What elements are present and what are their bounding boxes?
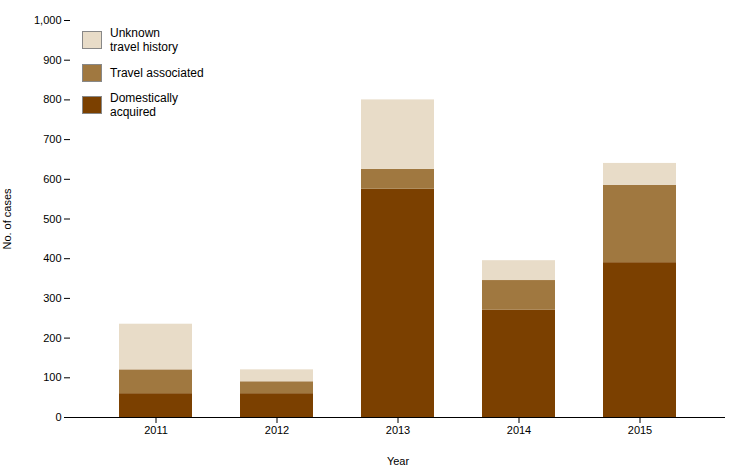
svg-text:900: 900: [43, 54, 61, 66]
svg-text:No. of cases: No. of cases: [1, 188, 13, 250]
svg-text:800: 800: [43, 93, 61, 105]
svg-text:2013: 2013: [386, 424, 410, 436]
svg-text:500: 500: [43, 213, 61, 225]
html-text:Domestically acquired: Domestically acquired: [110, 90, 178, 120]
svg-text:Year: Year: [387, 455, 410, 467]
html-text:Travel associated: Travel associated: [110, 65, 204, 80]
svg-text:2014: 2014: [507, 424, 531, 436]
svg-text:2015: 2015: [628, 424, 652, 436]
svg-text:2011: 2011: [144, 424, 168, 436]
svg-text:300: 300: [43, 292, 61, 304]
svg-text:700: 700: [43, 133, 61, 145]
html-text:Unknown travel history: Unknown travel history: [110, 26, 178, 55]
svg-text:2012: 2012: [265, 424, 289, 436]
svg-text:200: 200: [43, 332, 61, 344]
svg-text:0: 0: [55, 411, 61, 423]
svg-text:400: 400: [43, 252, 61, 264]
svg-text:1,000: 1,000: [34, 14, 62, 26]
svg-text:600: 600: [43, 173, 61, 185]
svg-text:100: 100: [43, 371, 61, 383]
